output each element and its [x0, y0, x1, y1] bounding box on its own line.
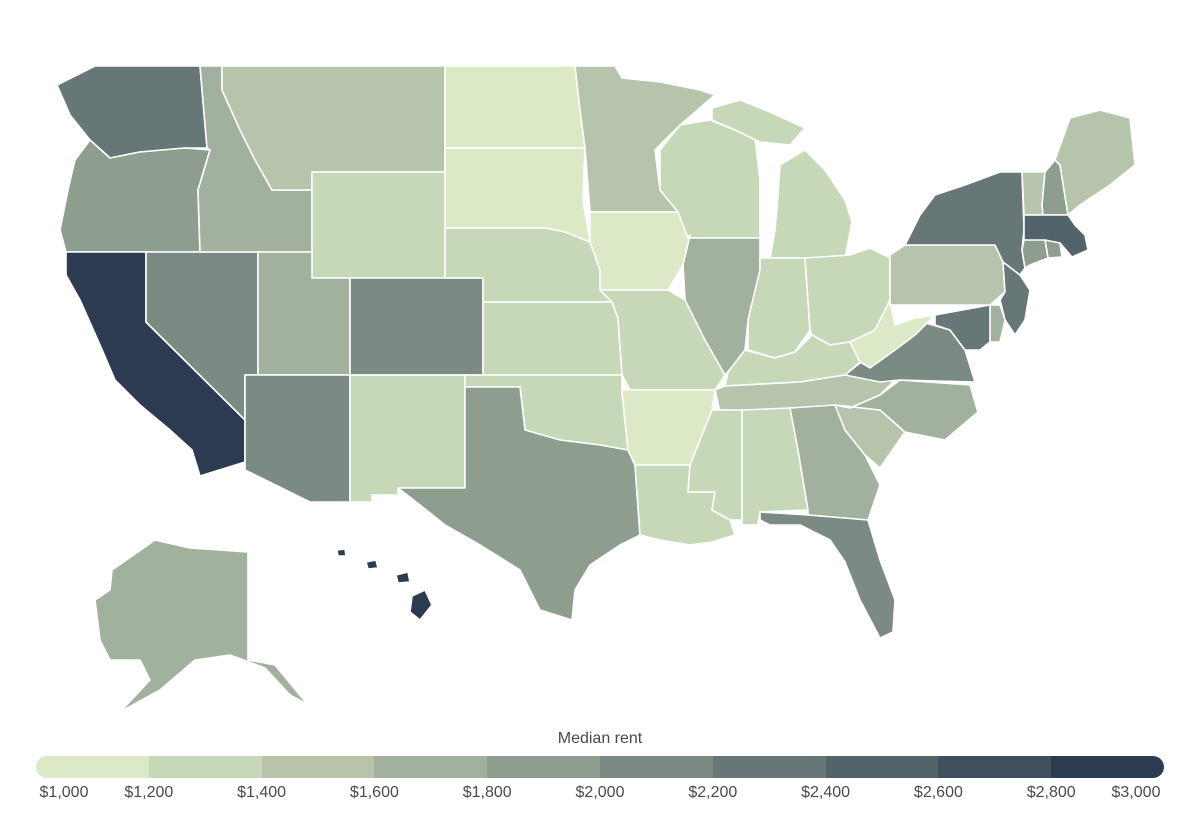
state-HI-big — [409, 589, 433, 621]
state-WY — [311, 171, 446, 279]
state-NJ — [999, 261, 1031, 336]
legend-swatch — [261, 756, 375, 778]
state-MN — [574, 65, 716, 213]
state-HI-maui — [395, 571, 411, 584]
legend-tick-label: $1,200 — [124, 784, 174, 801]
legend-tick-label: $2,400 — [801, 784, 851, 801]
legend-swatch — [148, 756, 262, 778]
legend-tick-label: $2,200 — [688, 784, 738, 801]
legend-tick-labels: $1,000 $1,200 $1,400 $1,600 $1,800 $2,000 $2,2… — [0, 784, 1200, 808]
state-CT — [1021, 239, 1049, 269]
state-VT — [1021, 171, 1046, 216]
legend-color-scale — [36, 756, 1164, 778]
legend-swatch — [1051, 756, 1164, 778]
state-ND — [444, 65, 586, 149]
state-MI-upper — [711, 99, 806, 146]
state-NC — [834, 379, 979, 441]
state-WI — [659, 119, 761, 239]
legend-swatch — [938, 756, 1052, 778]
state-HI-oahu — [365, 559, 379, 570]
legend-title: Median rent — [557, 730, 643, 747]
us-choropleth-map — [56, 65, 1136, 713]
state-AZ — [244, 374, 351, 503]
state-TX — [397, 386, 641, 621]
legend-swatch — [36, 756, 149, 778]
legend-tick-label: $1,400 — [237, 784, 287, 801]
state-CO — [349, 277, 484, 376]
legend-swatch — [825, 756, 939, 778]
state-KS — [482, 301, 623, 376]
legend-tick-label: $3,000 — [1111, 784, 1161, 801]
legend-swatch — [712, 756, 826, 778]
state-PA — [889, 244, 1006, 306]
legend-swatch — [374, 756, 488, 778]
legend-tick-label: $2,800 — [1026, 784, 1076, 801]
state-HI-kauai — [336, 548, 347, 557]
legend-tick-label: $1,000 — [39, 784, 89, 801]
state-OR — [59, 139, 211, 253]
state-MI — [769, 149, 853, 259]
legend-tick-label: $2,000 — [575, 784, 625, 801]
legend-tick-label: $2,600 — [913, 784, 963, 801]
legend-tick-label: $1,800 — [462, 784, 512, 801]
state-WA — [56, 65, 208, 159]
state-NM — [349, 374, 466, 503]
state-MD — [934, 304, 991, 351]
state-AK — [94, 539, 309, 713]
state-FL — [759, 511, 896, 639]
state-ME — [1054, 109, 1136, 216]
legend-swatch — [599, 756, 713, 778]
legend-tick-label: $1,600 — [349, 784, 399, 801]
legend-swatch — [487, 756, 600, 778]
state-IA — [589, 211, 691, 291]
